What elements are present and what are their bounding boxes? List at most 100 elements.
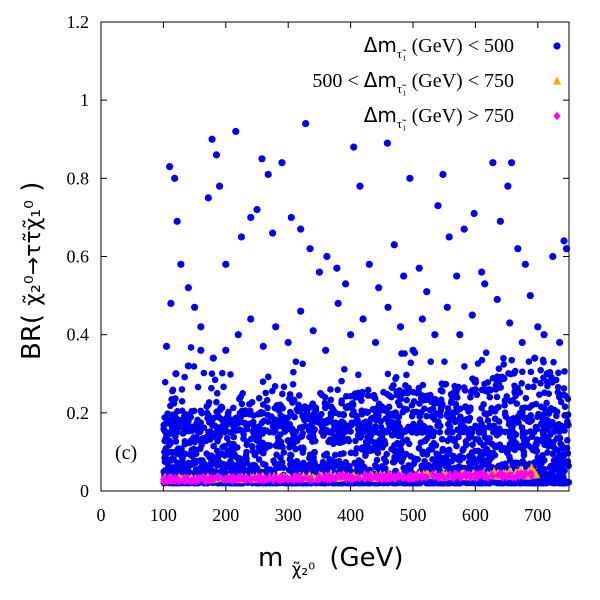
data-point-series-1: [365, 422, 373, 429]
legend-marker-1: [553, 42, 561, 50]
data-point-series-1: [439, 447, 446, 454]
data-point-series-3: [400, 472, 407, 480]
data-point-series-1: [518, 380, 525, 387]
data-point-series-1: [354, 431, 362, 439]
data-point-series-1: [510, 436, 517, 444]
data-point-series-1: [519, 368, 526, 376]
data-point-series-1: [524, 442, 532, 449]
data-point-series-1: [541, 405, 548, 412]
data-point-series-1: [232, 419, 240, 426]
data-point-series-1: [376, 439, 383, 447]
data-point-series-1: [289, 399, 296, 406]
data-point-series-1: [469, 453, 477, 461]
data-point-series-1: [264, 170, 272, 179]
x-axis-label-sub: χ̃₂⁰: [292, 560, 316, 580]
data-point-series-1: [524, 383, 532, 391]
data-point-series-1: [343, 422, 351, 430]
data-point-series-1: [557, 422, 564, 429]
data-point-series-1: [317, 389, 324, 397]
data-point-series-1: [302, 120, 310, 128]
data-point-series-1: [444, 405, 452, 412]
data-point-series-1: [509, 396, 517, 404]
data-point-series-1: [494, 383, 502, 390]
y-tick-label: 0: [80, 481, 89, 501]
data-point-series-1: [312, 406, 320, 414]
legend-label: Δmτ̃₁ (GeV) > 750: [364, 103, 514, 131]
data-point-series-1: [222, 260, 230, 268]
data-point-series-1: [178, 407, 186, 415]
data-point-series-1: [418, 462, 426, 470]
data-point-series-1: [528, 433, 536, 440]
data-point-series-1: [499, 374, 507, 382]
data-point-series-1: [327, 386, 334, 393]
data-point-series-1: [419, 396, 427, 404]
data-point-series-1: [204, 414, 211, 422]
data-point-series-1: [400, 272, 408, 280]
data-point-series-1: [239, 390, 247, 397]
data-point-series-1: [224, 411, 232, 419]
data-point-series-1: [172, 370, 180, 378]
data-point-series-1: [444, 437, 451, 445]
y-axis-label-unit: ): [17, 182, 47, 192]
data-point-series-1: [380, 455, 388, 462]
data-point-series-1: [325, 463, 332, 471]
data-point-series-1: [525, 358, 533, 365]
data-point-series-3: [260, 477, 267, 485]
data-point-series-1: [259, 449, 266, 456]
data-point-series-1: [161, 378, 169, 386]
data-point-series-1: [323, 450, 331, 458]
data-point-series-3: [280, 476, 288, 484]
x-tick-label: 700: [524, 505, 551, 525]
data-point-series-1: [178, 423, 186, 431]
data-point-series-1: [205, 428, 212, 436]
data-point-series-1: [358, 421, 365, 429]
data-point-series-1: [527, 368, 535, 376]
data-point-series-1: [410, 398, 418, 405]
data-point-series-1: [461, 363, 468, 370]
legend-entry-1: Δmτ̃₁ (GeV) < 500: [364, 33, 561, 61]
data-point-series-1: [472, 386, 479, 393]
x-tick-label: 500: [400, 505, 427, 525]
data-point-series-1: [202, 437, 210, 445]
data-point-series-1: [260, 417, 268, 424]
data-point-series-1: [371, 439, 379, 446]
data-point-series-1: [179, 454, 186, 462]
data-point-series-1: [506, 319, 514, 327]
data-point-series-1: [327, 396, 335, 404]
data-point-series-1: [355, 371, 362, 379]
data-point-series-1: [388, 384, 396, 391]
data-point-series-3: [213, 473, 220, 481]
data-point-series-1: [383, 139, 392, 147]
data-point-series-1: [478, 420, 485, 427]
data-point-series-1: [350, 143, 358, 151]
data-point-series-1: [325, 438, 332, 446]
data-point-series-1: [443, 303, 451, 311]
data-point-series-1: [389, 431, 397, 439]
data-point-series-1: [197, 323, 205, 331]
data-point-series-1: [222, 421, 229, 428]
data-point-series-1: [337, 450, 344, 458]
data-point-series-1: [240, 431, 247, 438]
data-point-series-1: [555, 393, 563, 401]
data-point-series-1: [309, 433, 317, 440]
x-tick-label: 100: [150, 505, 177, 525]
data-point-series-1: [494, 373, 501, 380]
data-point-series-1: [407, 453, 415, 460]
data-point-series-1: [481, 280, 489, 288]
data-point-series-1: [284, 338, 292, 347]
axis-ticks: 0 100 200 300 400 500 600 700 0 0.2 0.4 0.6 0.8 1 1.2: [67, 12, 569, 525]
data-point-series-1: [167, 402, 174, 410]
data-point-series-1: [534, 454, 542, 461]
data-point-series-1: [190, 434, 197, 441]
data-point-series-1: [382, 465, 389, 472]
data-point-series-1: [500, 361, 508, 368]
data-point-series-1: [426, 479, 433, 487]
data-point-series-1: [455, 433, 462, 441]
data-point-series-1: [489, 159, 497, 167]
data-point-series-1: [531, 354, 539, 362]
data-point-series-1: [178, 397, 186, 405]
data-point-series-1: [484, 417, 492, 424]
data-point-series-1: [212, 151, 221, 159]
data-point-series-1: [442, 453, 449, 461]
